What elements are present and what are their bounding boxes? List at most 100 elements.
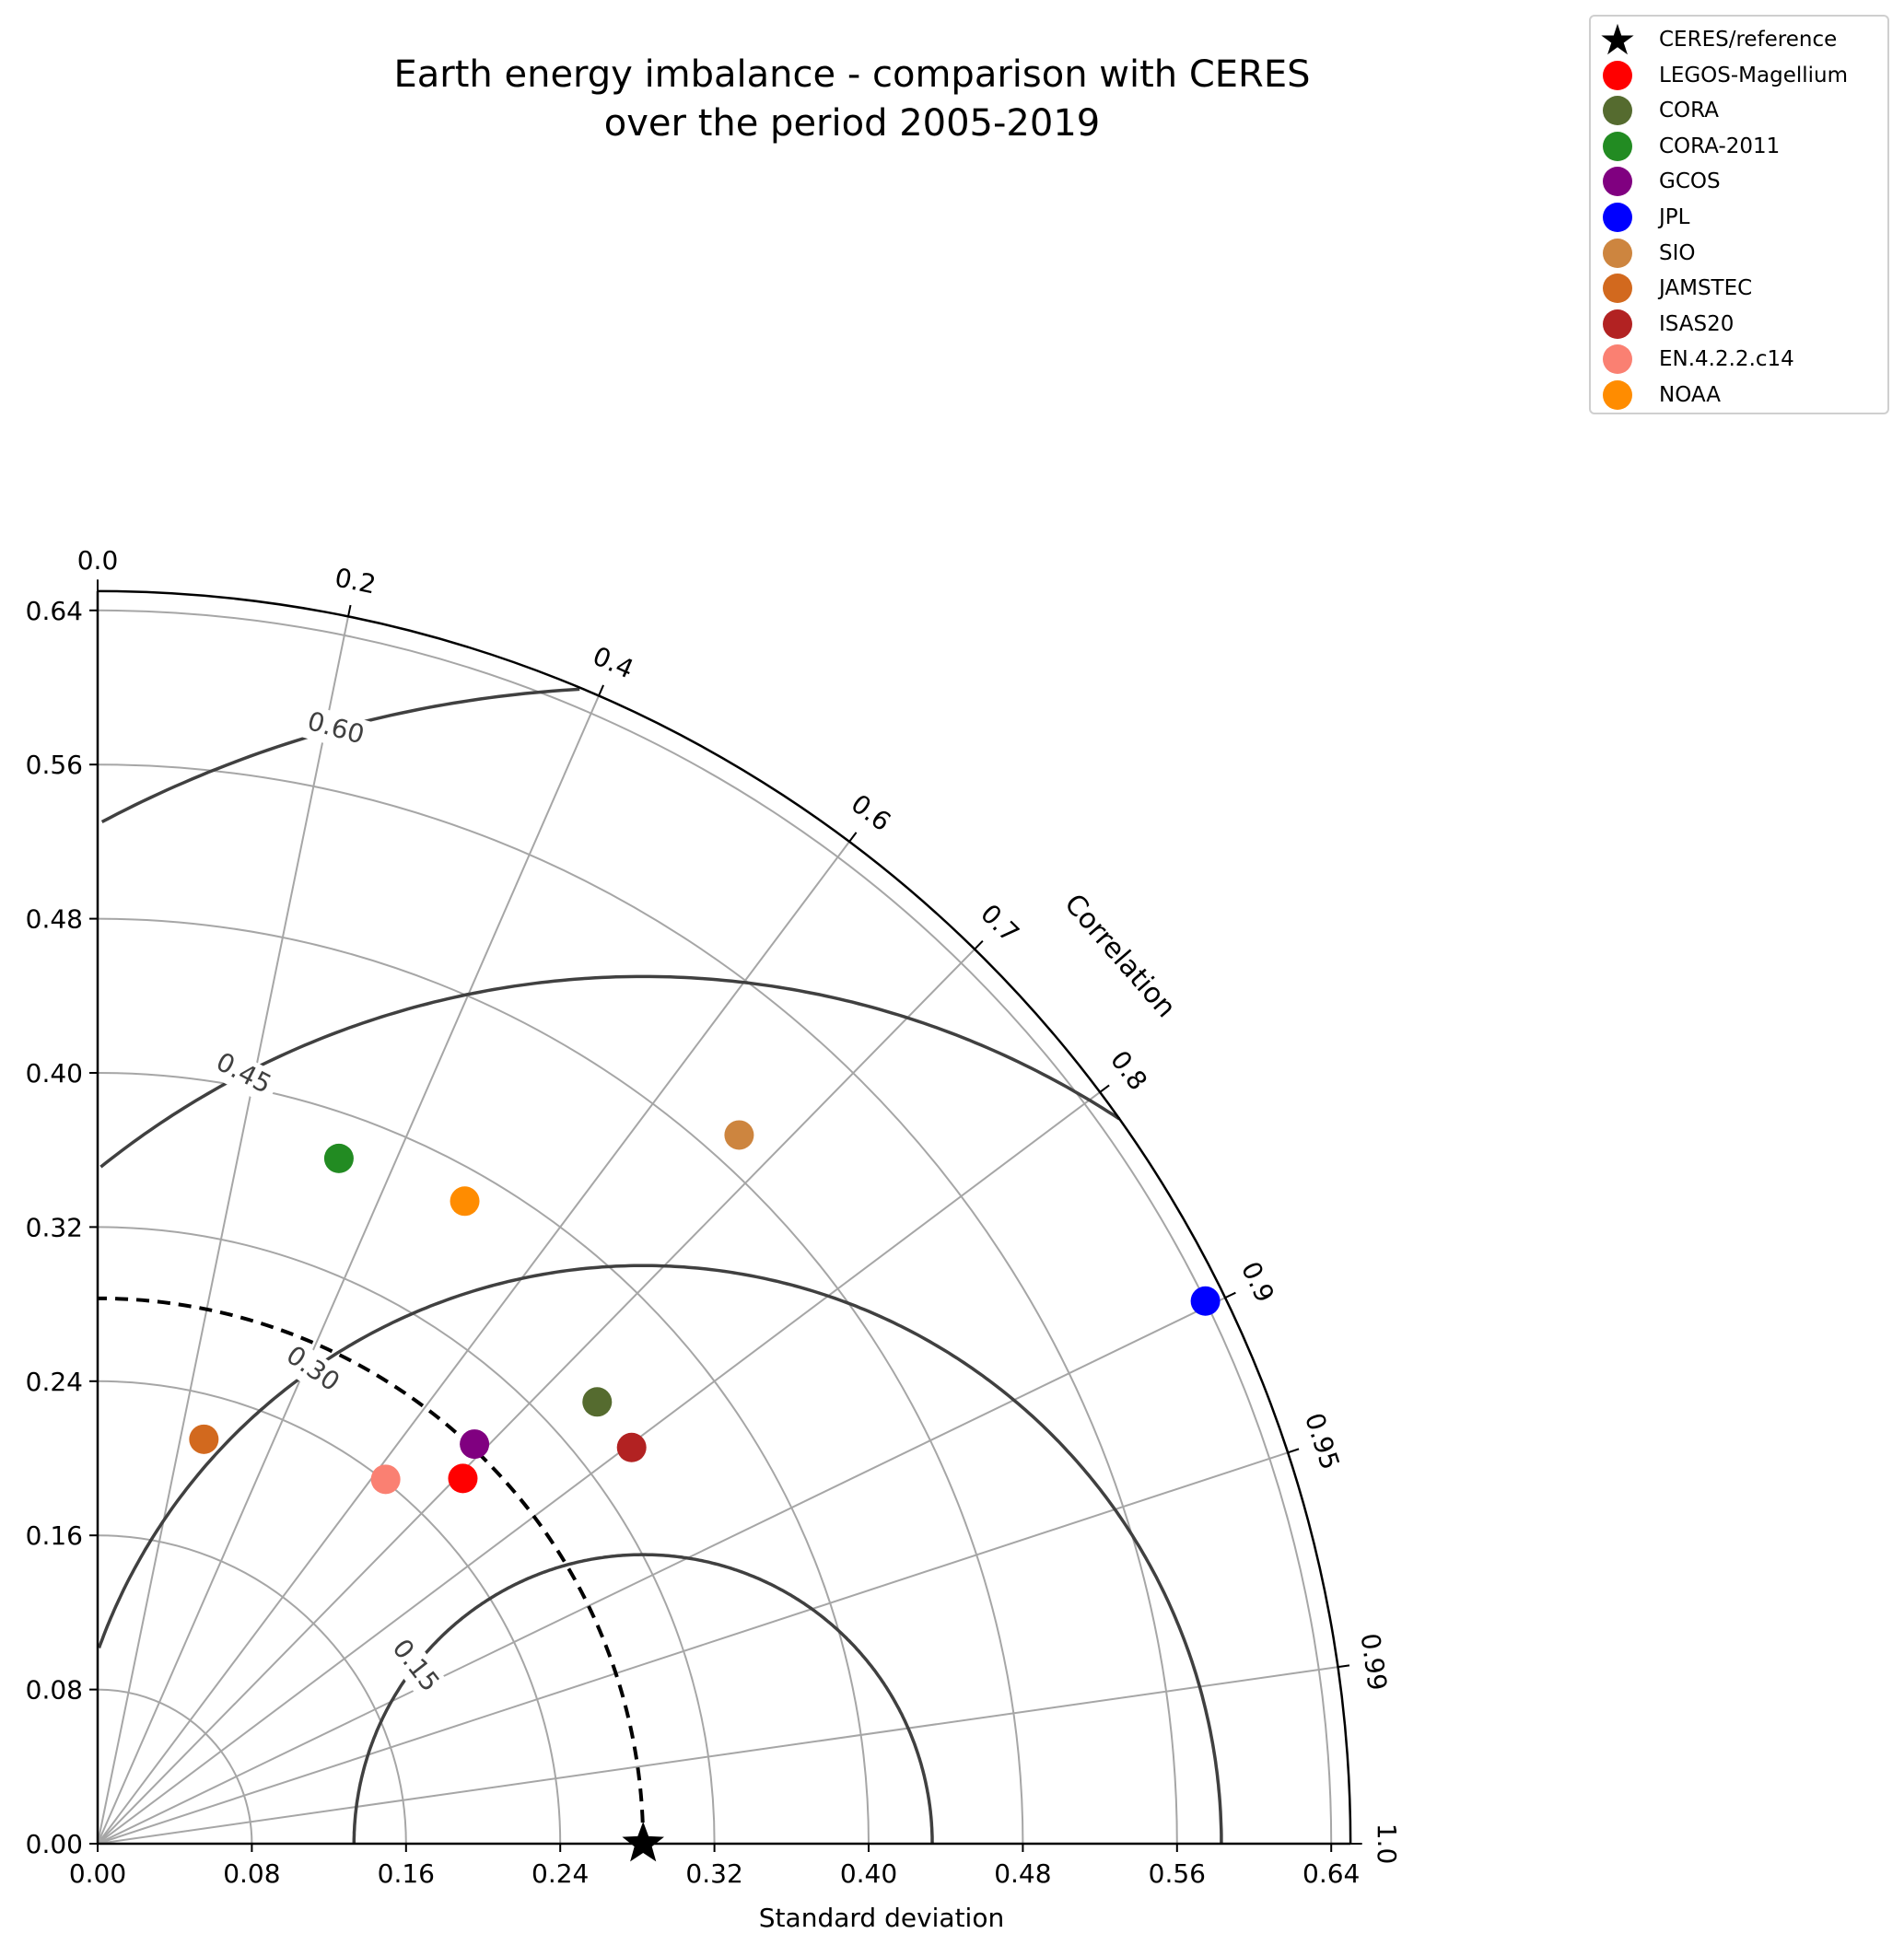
legend-dot-marker xyxy=(1602,344,1633,375)
legend-dot xyxy=(1603,309,1632,339)
correlation-tick xyxy=(1287,1448,1300,1454)
rms-label-bg xyxy=(274,1335,351,1403)
correlation-grid-line xyxy=(97,1666,1338,1845)
legend-dot-marker xyxy=(1602,309,1633,340)
legend-item: JAMSTEC xyxy=(1602,271,1752,306)
rms-contour xyxy=(352,1553,934,1845)
y-tick-label: 0.56 xyxy=(26,750,83,780)
correlation-tick-label: 0.95 xyxy=(1299,1409,1346,1473)
correlation-tick xyxy=(848,832,858,843)
correlation-tick-label: 0.8 xyxy=(1104,1045,1153,1096)
data-point xyxy=(448,1463,478,1494)
x-tick-label: 0.24 xyxy=(531,1858,589,1889)
legend-dot-marker xyxy=(1602,60,1633,91)
rms-contour xyxy=(97,1264,1223,1844)
legend-dot xyxy=(1603,167,1632,197)
legend-label: LEGOS-Magellium xyxy=(1659,63,1849,87)
legend-label: JAMSTEC xyxy=(1659,276,1753,301)
legend-label: NOAA xyxy=(1659,383,1722,407)
x-tick-label: 0.64 xyxy=(1302,1858,1360,1889)
legend-dot xyxy=(1603,131,1632,161)
x-tick-label: 0.40 xyxy=(840,1858,897,1889)
correlation-tick-label: 1.0 xyxy=(1372,1823,1402,1865)
legend-dot xyxy=(1603,96,1632,126)
legend-dot-marker xyxy=(1602,379,1633,411)
data-point xyxy=(323,1143,354,1173)
legend-dot-marker xyxy=(1602,131,1633,162)
legend-item: GCOS xyxy=(1602,164,1721,199)
data-point xyxy=(189,1424,219,1454)
legend-dot-marker xyxy=(1602,238,1633,269)
outer-correlation-arc xyxy=(97,589,1352,1845)
legend-item: CORA-2011 xyxy=(1602,129,1780,164)
legend-item: NOAA xyxy=(1602,378,1721,413)
correlation-tick-label: 0.9 xyxy=(1235,1257,1280,1307)
correlation-grid-line xyxy=(97,841,850,1845)
legend-dot xyxy=(1603,274,1632,304)
legend-label: JPL xyxy=(1659,205,1690,229)
rms-label-bg xyxy=(204,1042,283,1105)
legend: ★ CERES/reference LEGOS-Magellium CORA CORA-… xyxy=(1589,15,1889,414)
std-grid-arc xyxy=(97,1226,716,1845)
data-point xyxy=(460,1429,490,1460)
star-icon: ★ xyxy=(1598,15,1637,64)
data-point xyxy=(724,1120,754,1150)
y-tick-label: 0.64 xyxy=(26,596,83,626)
legend-item: SIO xyxy=(1602,236,1696,271)
correlation-tick-label: 0.99 xyxy=(1355,1631,1393,1692)
y-tick-label: 0.08 xyxy=(26,1675,83,1706)
y-tick-label: 0.40 xyxy=(26,1058,83,1089)
correlation-tick xyxy=(347,604,352,617)
std-grid-arc xyxy=(97,917,1024,1845)
chart-title-line-2: over the period 2005-2019 xyxy=(604,102,1100,145)
legend-label: CORA-2011 xyxy=(1659,134,1781,158)
correlation-grid-line xyxy=(97,1091,1101,1845)
chart-title-line-1: Earth energy imbalance - comparison with… xyxy=(394,53,1311,96)
data-point xyxy=(450,1186,480,1217)
x-tick-label: 0.16 xyxy=(378,1858,435,1889)
y-tick-label: 0.24 xyxy=(26,1367,83,1397)
std-grid-arc xyxy=(97,763,1178,1845)
legend-item: JPL xyxy=(1602,200,1689,235)
std-grid-arc xyxy=(97,1688,253,1845)
correlation-tick xyxy=(598,684,604,696)
rms-contour-label: 0.60 xyxy=(304,705,368,750)
legend-dot-marker xyxy=(1602,166,1633,197)
correlation-grid-line xyxy=(97,948,975,1845)
correlation-tick-label: 0.0 xyxy=(77,545,119,576)
legend-item: LEGOS-Magellium xyxy=(1602,58,1848,93)
y-tick-label: 0.16 xyxy=(26,1520,83,1551)
legend-item: ISAS20 xyxy=(1602,307,1734,342)
legend-label: SIO xyxy=(1659,240,1696,265)
legend-label: CORA xyxy=(1659,99,1719,123)
y-tick-label: 0.48 xyxy=(26,904,83,935)
correlation-grid-line xyxy=(97,1297,1226,1845)
x-tick-label: 0.00 xyxy=(69,1858,126,1889)
correlation-grid-line xyxy=(97,616,350,1845)
legend-label: GCOS xyxy=(1659,169,1721,194)
legend-dot xyxy=(1603,60,1632,90)
correlation-axis-label: Correlation xyxy=(1057,888,1182,1024)
x-tick-label: 0.32 xyxy=(685,1858,742,1889)
legend-star-marker: ★ xyxy=(1598,18,1636,61)
legend-dot-marker xyxy=(1602,273,1633,304)
legend-dot-marker xyxy=(1602,95,1633,126)
rms-label-bg xyxy=(380,1628,450,1705)
correlation-tick-label: 0.6 xyxy=(846,788,896,837)
std-grid-arc xyxy=(97,1380,562,1845)
rms-contour xyxy=(100,687,580,823)
data-point xyxy=(1190,1286,1221,1316)
y-tick-label: 0.00 xyxy=(26,1829,83,1859)
correlation-tick xyxy=(1337,1664,1350,1669)
data-point xyxy=(370,1464,401,1495)
correlation-tick-label: 0.2 xyxy=(333,562,379,600)
legend-label: CERES/reference xyxy=(1659,28,1838,52)
legend-dot xyxy=(1603,203,1632,232)
rms-label-bg xyxy=(297,704,374,755)
y-tick-label: 0.32 xyxy=(26,1212,83,1242)
legend-item: ★ CERES/reference xyxy=(1598,18,1838,61)
legend-dot xyxy=(1603,238,1632,268)
correlation-tick xyxy=(1099,1084,1110,1093)
